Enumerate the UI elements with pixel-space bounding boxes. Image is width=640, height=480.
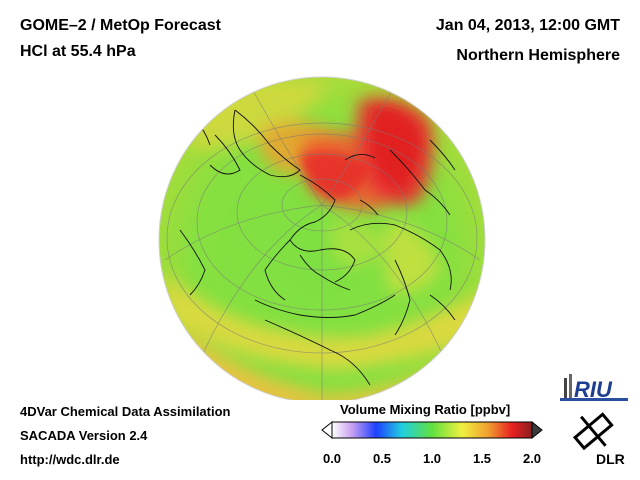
website-link[interactable]: http://wdc.dlr.de (20, 452, 120, 467)
colorbar-title: Volume Mixing Ratio [ppbv] (340, 402, 511, 417)
dlr-logo-text: DLR (596, 451, 625, 467)
colorbar (321, 420, 543, 440)
colorbar-gradient (331, 421, 533, 439)
map-title: GOME–2 / MetOp Forecast (20, 17, 221, 34)
colorbar-low-arrow (321, 420, 333, 440)
colorbar-tick-1: 0.5 (372, 451, 392, 466)
assimilation-label: 4DVar Chemical Data Assimilation (20, 404, 231, 419)
colorbar-high-arrow (531, 420, 543, 440)
colorbar-tick-4: 2.0 (522, 451, 542, 466)
riu-logo-text: RIU (574, 377, 613, 402)
dlr-logo: DLR (562, 412, 626, 473)
map-subtitle: HCl at 55.4 hPa (20, 43, 136, 60)
version-label: SACADA Version 2.4 (20, 428, 148, 443)
colorbar-tick-2: 1.0 (422, 451, 442, 466)
globe-map (158, 76, 486, 400)
colorbar-tick-0: 0.0 (322, 451, 342, 466)
forecast-datetime: Jan 04, 2013, 12:00 GMT (435, 17, 620, 34)
region-label: Northern Hemisphere (456, 47, 620, 64)
colorbar-tick-3: 1.5 (472, 451, 492, 466)
riu-logo: RIU (560, 370, 630, 409)
